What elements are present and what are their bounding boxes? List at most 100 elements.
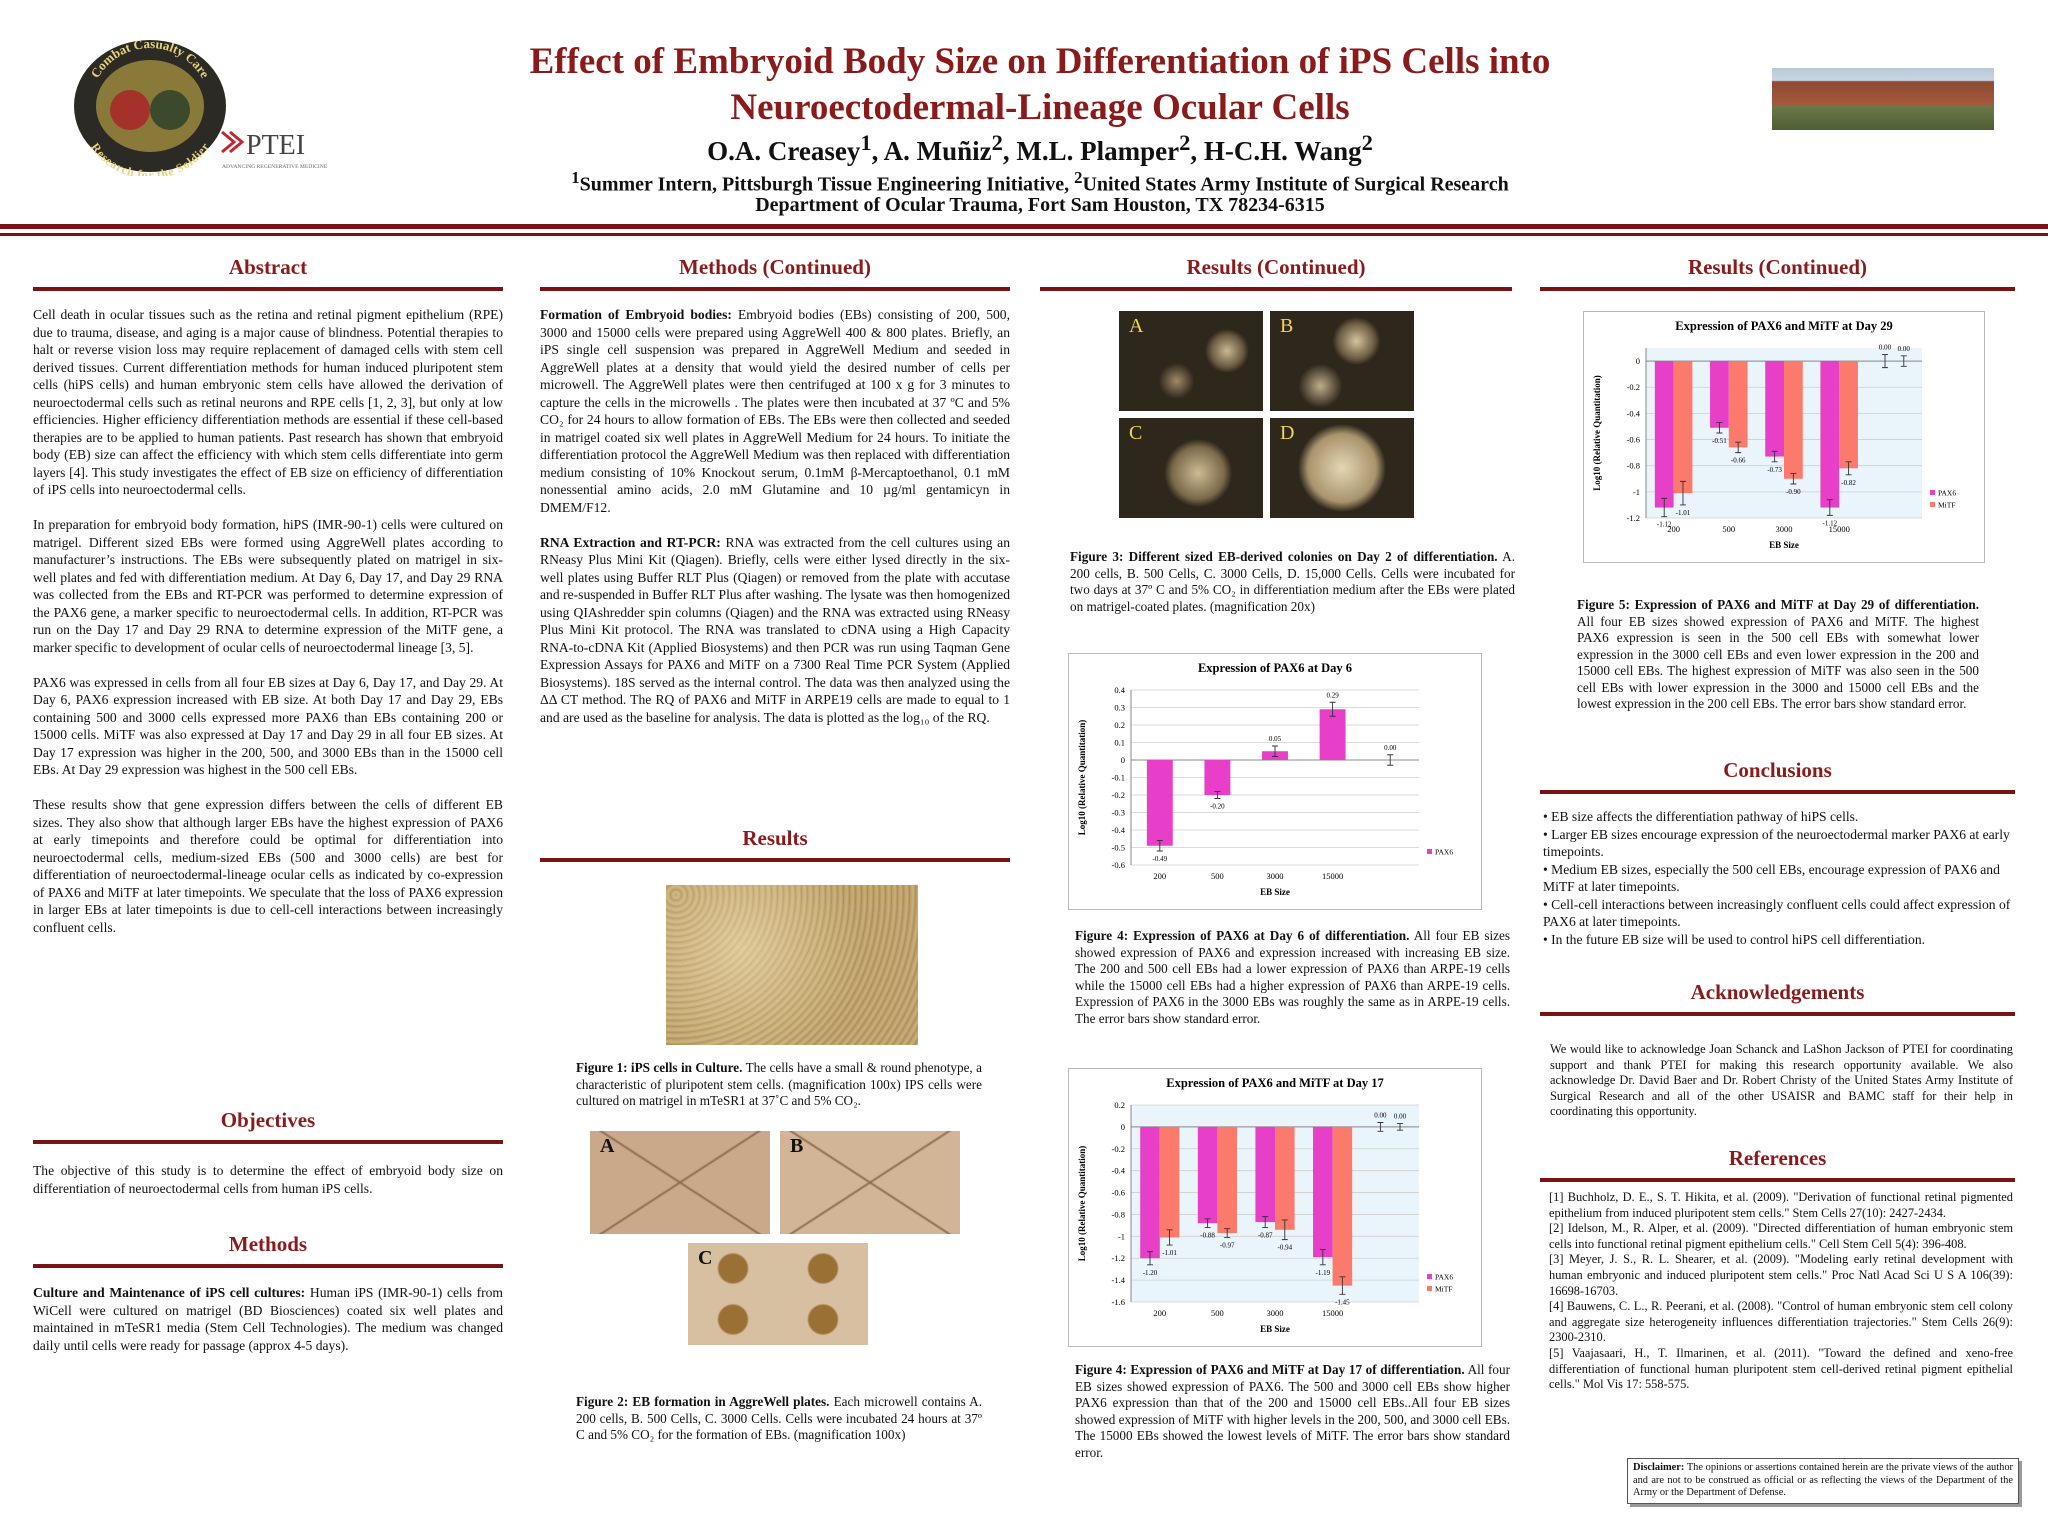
bar-chart: Expression of PAX6 and MiTF at Day 29 0 -0… <box>1583 311 1985 563</box>
conclusion-item: • Medium EB sizes, especially the 500 ce… <box>1543 861 2000 895</box>
error-bar <box>1661 497 1668 518</box>
figure-caption: Figure 5: Expression of PAX6 and MiTF at… <box>1577 597 1979 713</box>
error-bar <box>1387 754 1394 766</box>
chart-title: Expression of PAX6 and MiTF at Day 17 <box>1166 1076 1384 1090</box>
x-axis-label: EB Size <box>1260 887 1290 897</box>
section-heading: References <box>1540 1146 2015 1182</box>
chart-title: Expression of PAX6 and MiTF at Day 29 <box>1675 319 1893 333</box>
paragraph: RNA Extraction and RT-PCR: RNA was extra… <box>540 534 1010 727</box>
panel-label: B <box>1280 315 1294 337</box>
bar-chart: Expression of PAX6 at Day 6 0.4 0.3 0.2 0.1 0… <box>1068 653 1482 910</box>
caption-text: All four EB sizes showed expression of P… <box>1075 928 1510 1026</box>
figure-caption: Figure 3: Different sized EB-derived col… <box>1070 549 1515 615</box>
legend-label: PAX6 <box>1938 489 1956 498</box>
y-tick-label: 0.2 <box>1114 720 1125 730</box>
error-bar <box>1377 1122 1384 1132</box>
y-tick-label: -1.6 <box>1112 1297 1125 1307</box>
y-tick-label: -0.6 <box>1627 435 1640 445</box>
x-tick-label: 200 <box>1153 1308 1166 1318</box>
affiliations: 1Summer Intern, Pittsburgh Tissue Engine… <box>420 168 1660 197</box>
value-label: 0.05 <box>1269 735 1282 743</box>
logo-ptei-tagline: ADVANCING REGENERATIVE MEDICINE <box>222 164 328 170</box>
x-tick-label: 500 <box>1211 871 1224 881</box>
logo-chevron <box>221 130 237 154</box>
bar <box>1204 760 1231 795</box>
error-bar <box>1790 473 1797 485</box>
header-rule <box>0 233 2048 236</box>
panel-label: A <box>600 1135 615 1157</box>
figure-caption: Figure 2: EB formation in AggreWell plat… <box>576 1394 982 1444</box>
y-axis-label: Log10 (Relative Quantitation) <box>1077 720 1087 836</box>
error-bar <box>1329 701 1336 717</box>
error-bar <box>1679 480 1686 506</box>
photo-microwell: B <box>780 1131 960 1234</box>
value-label: -0.87 <box>1258 1232 1273 1240</box>
panel-label: B <box>790 1135 804 1157</box>
y-tick-label: -0.8 <box>1112 1209 1125 1219</box>
y-tick-label: -0.4 <box>1112 1166 1126 1176</box>
y-tick-label: 0.1 <box>1114 738 1125 748</box>
bar <box>1275 1126 1295 1230</box>
y-tick-label: -0.3 <box>1112 808 1125 818</box>
section-heading: Results <box>540 826 1010 862</box>
bar <box>1839 361 1858 469</box>
affiliation: United States Army Institute of Surgical… <box>1082 173 1509 196</box>
x-tick-label: 15000 <box>1322 871 1343 881</box>
reference: [1] Buchholz, D. E., S. T. Hikita, et al… <box>1549 1190 2013 1220</box>
conclusion-item: • Larger EB sizes encourage expression o… <box>1543 826 2010 860</box>
section-heading: Objectives <box>33 1108 503 1144</box>
paragraph: Cell death in ocular tissues such as the… <box>33 307 503 497</box>
x-tick-label: 15000 <box>1322 1308 1343 1318</box>
header-rule <box>0 224 2048 229</box>
objectives-text: The objective of this study is to determ… <box>33 1163 503 1196</box>
legend-swatch <box>1427 1286 1432 1291</box>
paragraph-text: RNA was extracted from the cell cultures… <box>540 534 1010 725</box>
legend-swatch <box>1930 502 1935 507</box>
error-bar <box>1882 354 1889 369</box>
legend-label: PAX6 <box>1435 848 1453 857</box>
error-bar <box>1262 1216 1269 1229</box>
value-label: -0.97 <box>1220 1241 1235 1249</box>
legend-swatch <box>1930 490 1935 495</box>
conclusion-item: • EB size affects the differentiation pa… <box>1543 809 1859 824</box>
caption-text: Each microwell contains A. 200 cells, B.… <box>576 1394 982 1442</box>
title: Effect of Embryoid Body Size on Differen… <box>529 41 1551 82</box>
y-tick-label: -0.2 <box>1112 790 1125 800</box>
bar <box>1140 1126 1160 1259</box>
error-bar <box>1339 1276 1346 1295</box>
y-tick-label: -1 <box>1633 487 1640 497</box>
author-sup: 1 <box>860 130 872 155</box>
reference: [5] Vaajasaari, H., T. Ilmarinen, et al.… <box>1549 1345 2013 1392</box>
reference: [4] Bauwens, C. L., R. Peerani, et al. (… <box>1549 1299 2013 1345</box>
department: Department of Ocular Trauma, Fort Sam Ho… <box>755 194 1325 216</box>
value-label: -0.20 <box>1210 803 1225 811</box>
bar <box>1654 361 1674 508</box>
error-bar <box>1716 422 1723 434</box>
value-label: -0.90 <box>1786 488 1801 496</box>
panel-label: C <box>698 1247 713 1269</box>
caption-text: The cells have a small & round phenotype… <box>576 1060 982 1108</box>
panel-label: D <box>1280 422 1295 444</box>
value-label: 0.00 <box>1879 344 1892 352</box>
photo-microwell: A <box>590 1131 770 1234</box>
section-heading: Conclusions <box>1540 758 2015 794</box>
legend-swatch <box>1427 1274 1432 1279</box>
author-sep: , <box>871 136 879 166</box>
value-label: -1.19 <box>1316 1269 1331 1277</box>
y-axis-label: Log10 (Relative Quantitation) <box>1592 375 1602 491</box>
caption-text: A. 200 cells, B. 500 Cells, C. 3000 Cell… <box>1070 549 1515 614</box>
figure-caption: Figure 1: iPS cells in Culture. The cell… <box>576 1060 982 1110</box>
methods-continued: Formation of Embryoid bodies: Embryoid b… <box>540 306 1010 744</box>
error-bar <box>1319 1249 1326 1266</box>
value-label: -0.49 <box>1153 855 1168 863</box>
logo-emblem <box>110 90 150 130</box>
section-heading: Abstract <box>33 255 503 291</box>
error-bar <box>1281 1219 1288 1241</box>
author-sup: 2 <box>991 130 1003 155</box>
photo-colony: B <box>1270 311 1414 411</box>
caption-text: All four EB sizes showed expression of P… <box>1075 1362 1511 1460</box>
x-tick-label: 3000 <box>1267 1308 1284 1318</box>
caption-text: All four EB sizes showed expression of P… <box>1577 613 1979 712</box>
y-tick-label: -0.1 <box>1112 773 1125 783</box>
